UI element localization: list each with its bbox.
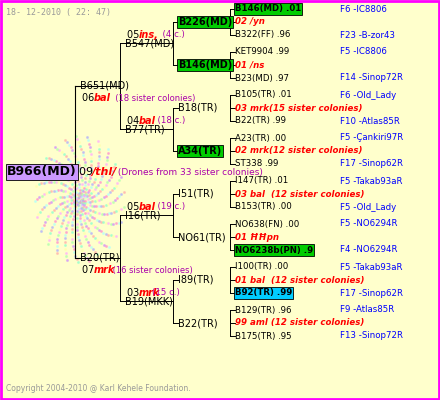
Text: 18- 12-2010 ( 22: 47): 18- 12-2010 ( 22: 47): [6, 8, 111, 17]
Text: F9 -Atlas85R: F9 -Atlas85R: [340, 306, 394, 314]
Text: 01 bal  (12 sister colonies): 01 bal (12 sister colonies): [235, 276, 364, 284]
Text: A34(TR): A34(TR): [178, 146, 222, 156]
Text: mrk: mrk: [94, 265, 115, 275]
Text: F5 -IC8806: F5 -IC8806: [340, 48, 387, 56]
Text: B22(TR): B22(TR): [178, 318, 218, 328]
Text: I51(TR): I51(TR): [178, 189, 214, 199]
Text: ST338 .99: ST338 .99: [235, 160, 279, 168]
Text: F14 -Sinop72R: F14 -Sinop72R: [340, 74, 403, 82]
Text: (18 sister colonies): (18 sister colonies): [110, 94, 195, 102]
Text: I89(TR): I89(TR): [178, 275, 213, 285]
Text: Copyright 2004-2010 @ Karl Kehele Foundation.: Copyright 2004-2010 @ Karl Kehele Founda…: [6, 384, 191, 393]
Text: KET9904 .99: KET9904 .99: [235, 48, 289, 56]
Text: 09: 09: [79, 167, 97, 177]
Text: (16 sister colonies): (16 sister colonies): [110, 266, 193, 274]
Text: B22(TR) .99: B22(TR) .99: [235, 116, 286, 126]
Text: bal: bal: [94, 93, 111, 103]
Text: 03 bal  (12 sister colonies): 03 bal (12 sister colonies): [235, 190, 364, 198]
Text: 02 mrk(12 sister colonies): 02 mrk(12 sister colonies): [235, 146, 363, 156]
Text: 05: 05: [127, 202, 143, 212]
Text: bal: bal: [139, 116, 156, 126]
Text: (Drones from 33 sister colonies): (Drones from 33 sister colonies): [115, 168, 263, 176]
Text: B77(TR): B77(TR): [125, 124, 165, 134]
Text: F5 -Takab93aR: F5 -Takab93aR: [340, 262, 403, 272]
Text: B547(MD): B547(MD): [125, 38, 174, 48]
Text: B153(TR) .00: B153(TR) .00: [235, 202, 292, 212]
Text: B146(MD): B146(MD): [178, 60, 232, 70]
Text: bal: bal: [139, 202, 156, 212]
Text: F17 -Sinop62R: F17 -Sinop62R: [340, 160, 403, 168]
Text: 01 /ns: 01 /ns: [235, 60, 264, 70]
Text: B146(MD) .01: B146(MD) .01: [235, 4, 301, 14]
Text: NO61(TR): NO61(TR): [178, 232, 226, 242]
Text: 06: 06: [82, 93, 97, 103]
Text: F13 -Sinop72R: F13 -Sinop72R: [340, 332, 403, 340]
Text: 03: 03: [127, 288, 143, 298]
Text: F4 -NO6294R: F4 -NO6294R: [340, 246, 397, 254]
Text: F5 -Old_Lady: F5 -Old_Lady: [340, 202, 396, 212]
Text: 99 aml (12 sister colonies): 99 aml (12 sister colonies): [235, 318, 364, 328]
Text: F6 -Old_Lady: F6 -Old_Lady: [340, 90, 396, 100]
Text: B966(MD): B966(MD): [7, 166, 77, 178]
Text: F5 -Çankiri97R: F5 -Çankiri97R: [340, 134, 403, 142]
Text: (15 c.): (15 c.): [153, 288, 180, 298]
Text: 01 ĦĦpn: 01 ĦĦpn: [235, 232, 279, 242]
Text: B19(MKK): B19(MKK): [125, 296, 173, 306]
Text: F10 -Atlas85R: F10 -Atlas85R: [340, 116, 400, 126]
Text: NO6238b(PN) .9: NO6238b(PN) .9: [235, 246, 313, 254]
Text: NO638(FN) .00: NO638(FN) .00: [235, 220, 299, 228]
Text: B92(TR) .99: B92(TR) .99: [235, 288, 292, 298]
Text: F17 -Sinop62R: F17 -Sinop62R: [340, 288, 403, 298]
Text: B175(TR) .95: B175(TR) .95: [235, 332, 292, 340]
Text: mrk: mrk: [139, 288, 160, 298]
Text: A23(TR) .00: A23(TR) .00: [235, 134, 286, 142]
Text: /thl/: /thl/: [91, 167, 116, 177]
Text: F5 -NO6294R: F5 -NO6294R: [340, 220, 397, 228]
Text: 05: 05: [127, 30, 143, 40]
Text: B226(MD): B226(MD): [178, 17, 232, 27]
Text: I147(TR) .01: I147(TR) .01: [235, 176, 288, 186]
Text: 03 mrk(15 sister colonies): 03 mrk(15 sister colonies): [235, 104, 363, 112]
Text: I16(TR): I16(TR): [125, 210, 161, 220]
Text: B651(MD): B651(MD): [80, 81, 129, 91]
Text: B23(MD) .97: B23(MD) .97: [235, 74, 289, 82]
Text: (18 c.): (18 c.): [153, 116, 186, 126]
Text: (19 c.): (19 c.): [153, 202, 186, 212]
Text: 02 /yn: 02 /yn: [235, 18, 265, 26]
Text: 04: 04: [127, 116, 143, 126]
Text: B20(TR): B20(TR): [80, 253, 120, 263]
Text: B18(TR): B18(TR): [178, 103, 217, 113]
Text: B129(TR) .96: B129(TR) .96: [235, 306, 291, 314]
Text: F23 -B-zor43: F23 -B-zor43: [340, 30, 395, 40]
Text: I100(TR) .00: I100(TR) .00: [235, 262, 288, 272]
Text: B322(FF) .96: B322(FF) .96: [235, 30, 290, 40]
Text: F6 -IC8806: F6 -IC8806: [340, 4, 387, 14]
Text: F5 -Takab93aR: F5 -Takab93aR: [340, 176, 403, 186]
Text: B105(TR) .01: B105(TR) .01: [235, 90, 292, 100]
Text: (4 c.): (4 c.): [157, 30, 185, 40]
Text: 07: 07: [82, 265, 98, 275]
Text: ins,: ins,: [139, 30, 159, 40]
